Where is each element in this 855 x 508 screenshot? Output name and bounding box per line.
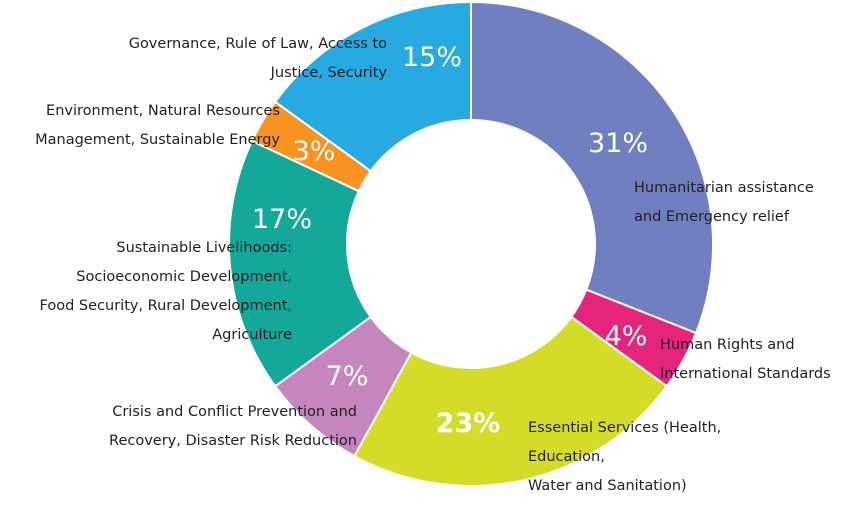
slice-value-label-3: 23%: [436, 408, 501, 439]
slice-value-label-2: 4%: [605, 321, 648, 352]
donut-slice-3: [353, 315, 669, 487]
slice-value-label-7: 15%: [402, 42, 462, 73]
slice-value-label-6: 3%: [293, 136, 336, 167]
slice-category-label-3: Essential Services (Health, Education, Wat…: [528, 420, 721, 494]
slice-value-label-1: 31%: [588, 128, 648, 159]
slice-value-label-5: 17%: [252, 204, 312, 235]
slice-category-label-6: Environment, Natural Resources Management…: [35, 103, 280, 148]
donut-slice-1: [470, 0, 714, 335]
slice-category-label-7: Governance, Rule of Law, Access to Justic…: [129, 36, 388, 81]
slice-category-label-1: Humanitarian assistance and Emergency rel…: [634, 180, 814, 225]
slice-category-label-4: Crisis and Conflict Prevention and Recove…: [109, 404, 357, 449]
donut-slice-7: [273, 0, 472, 173]
slice-category-label-2: Human Rights and International Standards: [660, 337, 831, 382]
slice-category-label-5: Sustainable Livelihoods: Socioeconomic De…: [40, 240, 293, 343]
donut-slice-5: [228, 139, 373, 388]
slice-value-label-4: 7%: [326, 361, 369, 392]
